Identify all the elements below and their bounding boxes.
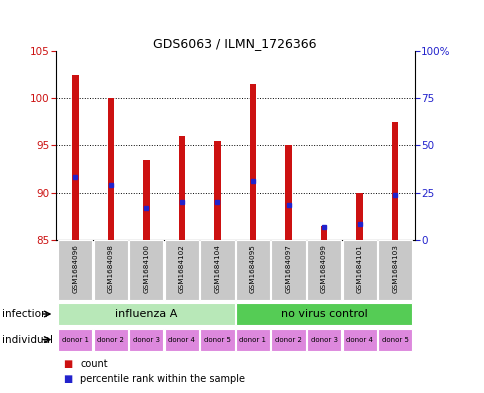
FancyBboxPatch shape [93, 329, 128, 351]
FancyBboxPatch shape [58, 329, 92, 351]
Bar [179, 136, 185, 240]
FancyBboxPatch shape [306, 329, 340, 351]
Text: donor 1: donor 1 [239, 336, 266, 343]
Bar [320, 226, 327, 240]
FancyBboxPatch shape [271, 329, 305, 351]
Text: donor 2: donor 2 [274, 336, 302, 343]
Text: GSM1684099: GSM1684099 [320, 244, 326, 294]
Bar [143, 160, 149, 240]
Text: no virus control: no virus control [280, 309, 367, 319]
Bar [214, 141, 220, 240]
Bar [249, 84, 256, 240]
Text: individual: individual [2, 334, 53, 345]
Text: GSM1684100: GSM1684100 [143, 244, 149, 294]
FancyBboxPatch shape [129, 329, 163, 351]
FancyBboxPatch shape [378, 241, 411, 300]
Bar [285, 145, 291, 240]
Bar [391, 122, 397, 240]
Bar [107, 98, 114, 240]
Text: GSM1684101: GSM1684101 [356, 244, 362, 294]
Text: percentile rank within the sample: percentile rank within the sample [80, 374, 244, 384]
Text: donor 3: donor 3 [133, 336, 160, 343]
Text: GSM1684096: GSM1684096 [72, 244, 78, 294]
Text: donor 1: donor 1 [61, 336, 89, 343]
FancyBboxPatch shape [165, 241, 198, 300]
Text: ■: ■ [63, 374, 72, 384]
FancyBboxPatch shape [342, 329, 376, 351]
Text: ■: ■ [63, 358, 72, 369]
Title: GDS6063 / ILMN_1726366: GDS6063 / ILMN_1726366 [153, 37, 317, 50]
FancyBboxPatch shape [235, 303, 411, 325]
FancyBboxPatch shape [235, 329, 270, 351]
Text: influenza A: influenza A [115, 309, 177, 319]
Text: GSM1684102: GSM1684102 [179, 244, 184, 294]
Text: infection: infection [2, 309, 48, 319]
Text: donor 5: donor 5 [204, 336, 230, 343]
Text: donor 4: donor 4 [346, 336, 372, 343]
Text: count: count [80, 358, 107, 369]
Text: GSM1684098: GSM1684098 [107, 244, 114, 294]
Text: donor 2: donor 2 [97, 336, 124, 343]
FancyBboxPatch shape [58, 303, 234, 325]
FancyBboxPatch shape [342, 241, 376, 300]
FancyBboxPatch shape [129, 241, 163, 300]
Bar [356, 193, 362, 240]
FancyBboxPatch shape [93, 241, 128, 300]
Text: GSM1684097: GSM1684097 [285, 244, 291, 294]
Text: GSM1684104: GSM1684104 [214, 244, 220, 294]
FancyBboxPatch shape [378, 329, 411, 351]
Text: GSM1684103: GSM1684103 [392, 244, 397, 294]
Text: GSM1684095: GSM1684095 [249, 244, 256, 294]
FancyBboxPatch shape [235, 241, 270, 300]
Text: donor 4: donor 4 [168, 336, 195, 343]
FancyBboxPatch shape [306, 241, 340, 300]
Bar [72, 75, 78, 240]
FancyBboxPatch shape [58, 241, 92, 300]
FancyBboxPatch shape [165, 329, 198, 351]
FancyBboxPatch shape [271, 241, 305, 300]
Text: donor 5: donor 5 [381, 336, 408, 343]
FancyBboxPatch shape [200, 241, 234, 300]
Text: donor 3: donor 3 [310, 336, 337, 343]
FancyBboxPatch shape [200, 329, 234, 351]
